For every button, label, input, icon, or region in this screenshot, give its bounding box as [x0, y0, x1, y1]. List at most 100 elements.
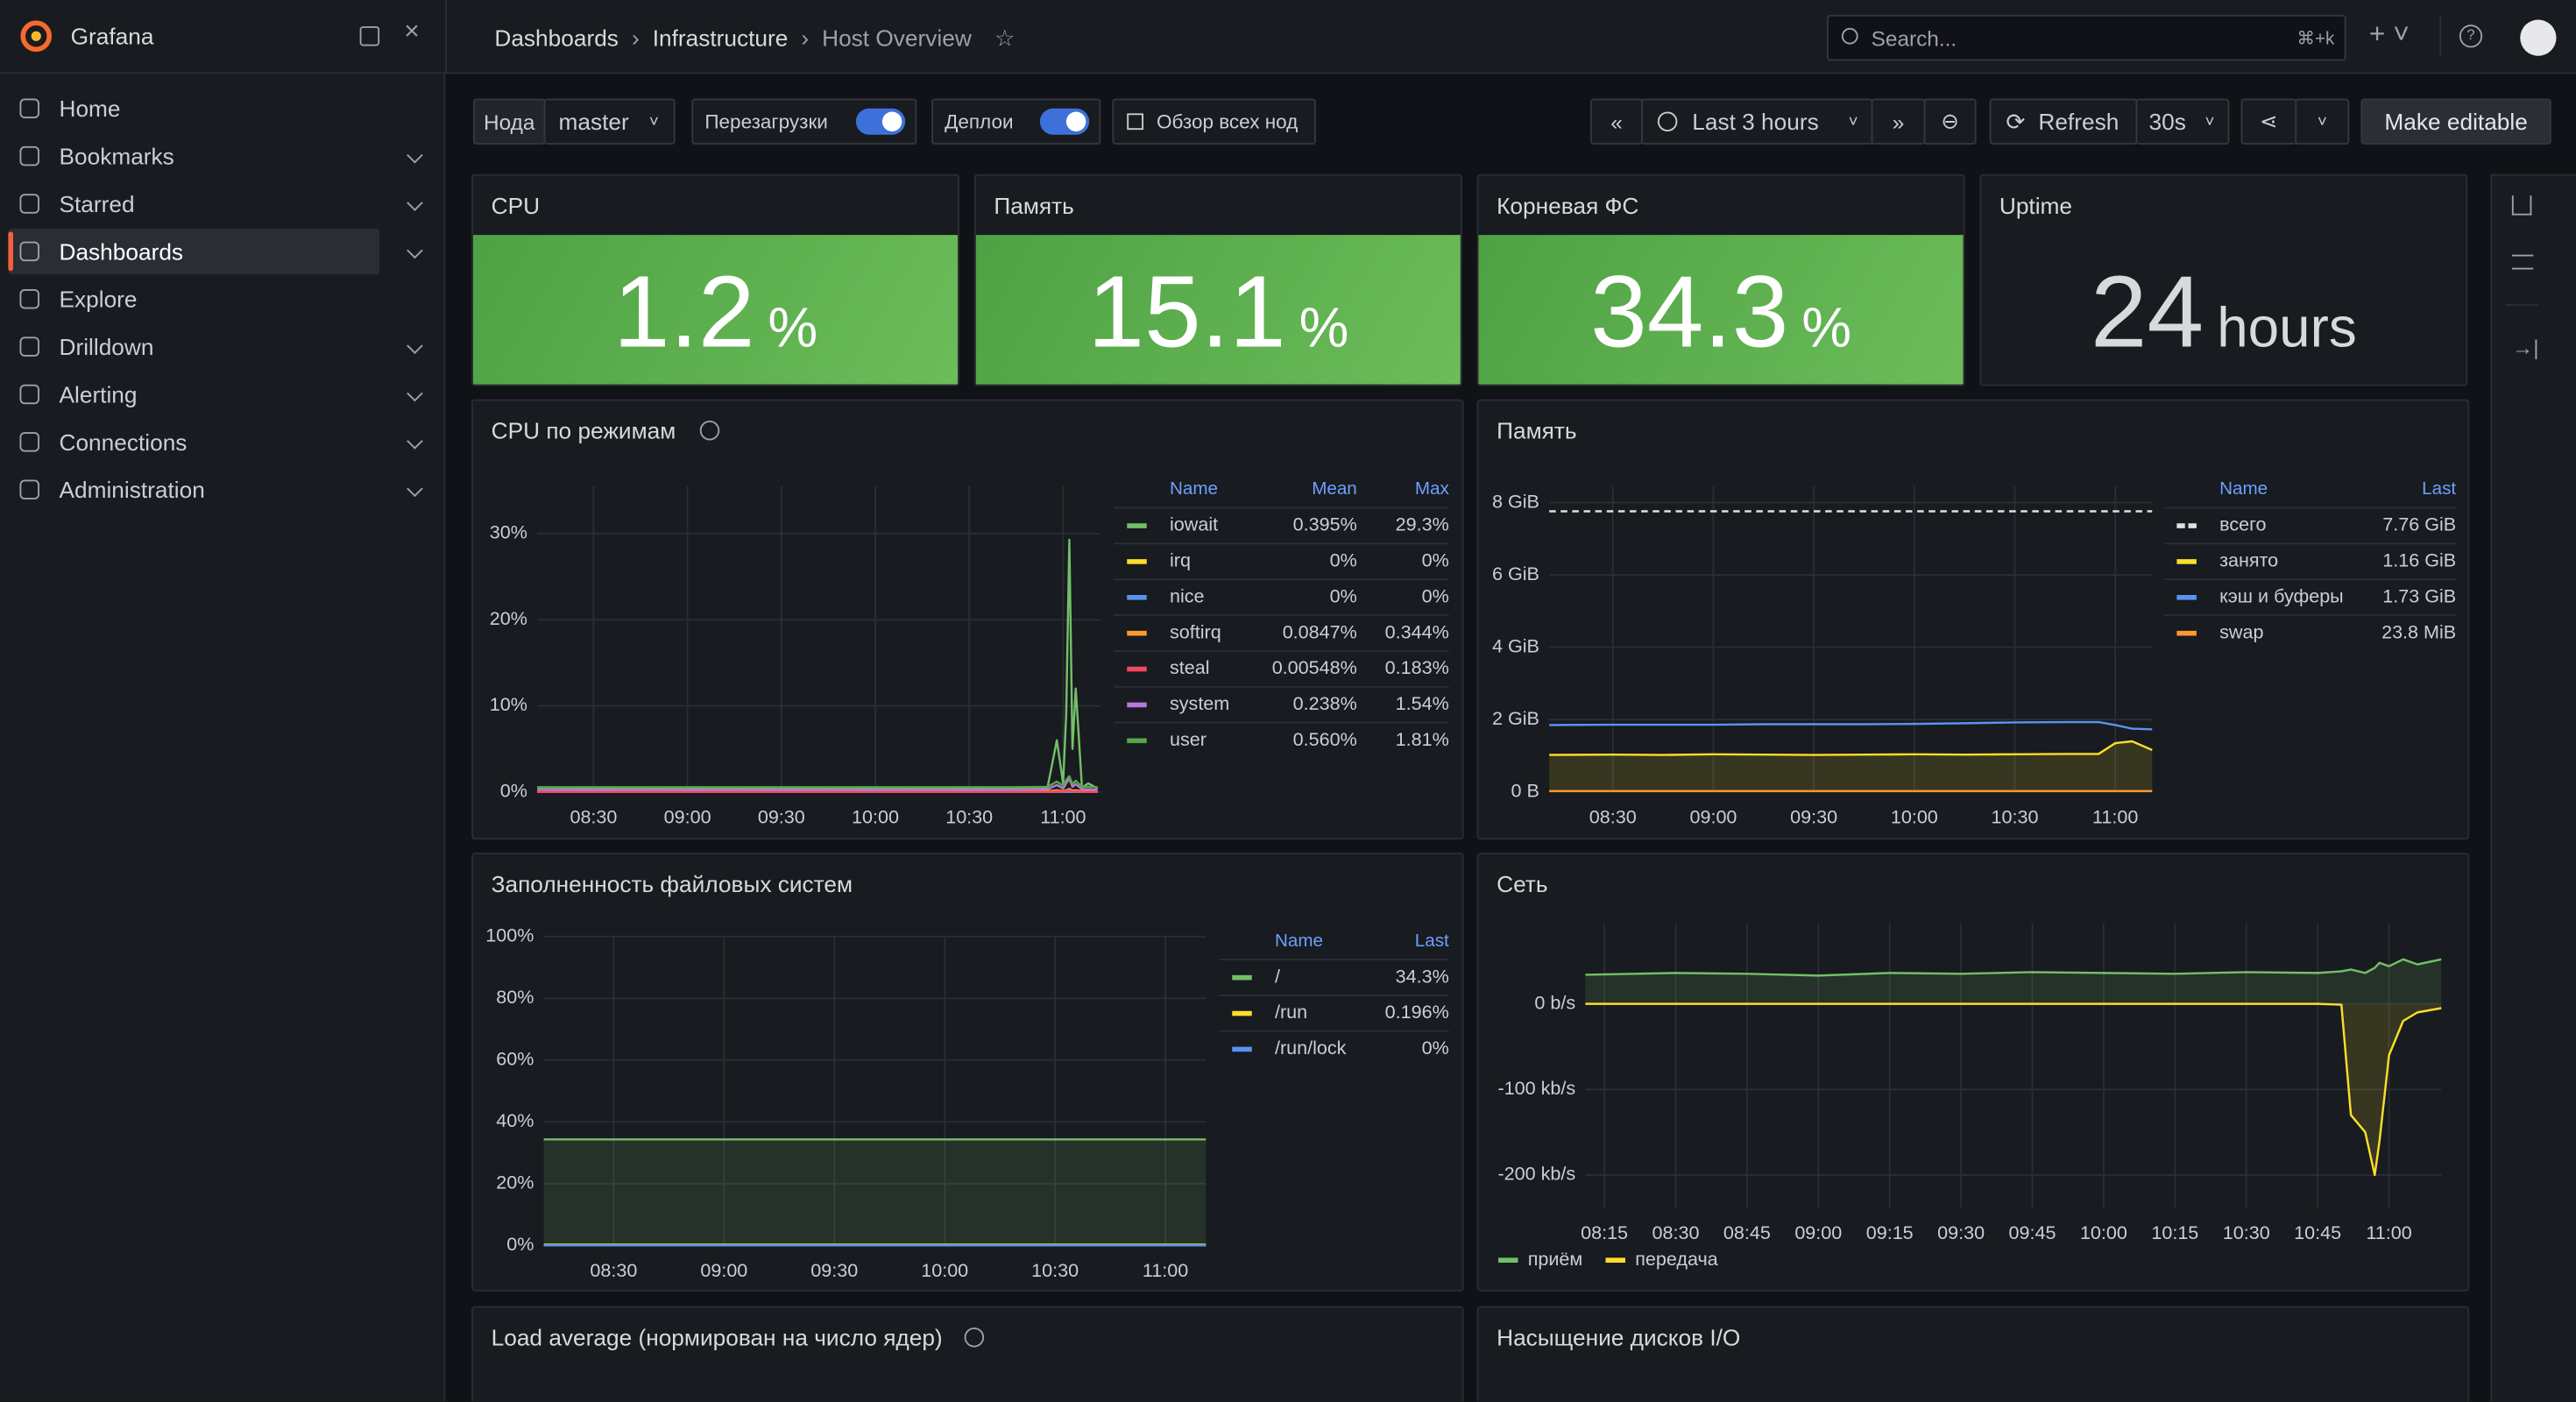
help-button[interactable]: ?	[2459, 25, 2483, 48]
expand[interactable]	[407, 480, 423, 498]
panel-title: Сеть	[1497, 870, 1548, 897]
timeseries-panel: Сеть	[1476, 853, 2470, 1292]
nav-icon	[19, 194, 39, 214]
share-button[interactable]: ⋖	[2240, 98, 2297, 145]
grafana-logo	[20, 20, 53, 53]
time-picker[interactable]: Last 3 hours ˅	[1641, 98, 1873, 145]
breadcrumbs: Dashboards › Infrastructure › Host Overvie…	[494, 25, 1015, 53]
nav-item[interactable]: Dashboards	[8, 228, 380, 275]
timeseries-panel: Память	[1476, 399, 2470, 840]
nav-label: Drilldown	[59, 333, 154, 360]
divider	[445, 0, 447, 74]
label: Перезагрузки	[704, 110, 828, 133]
caret: ˅	[2204, 112, 2215, 131]
nav-icon	[19, 98, 39, 118]
interval-picker[interactable]: 30s ˅	[2135, 98, 2230, 145]
label: Make editable	[2384, 108, 2528, 135]
nav-icon	[19, 289, 39, 309]
search-box[interactable]: Search... ⌘+k	[1827, 14, 2346, 61]
link-button[interactable]: Обзор всех нод	[1112, 98, 1316, 145]
shift-forward[interactable]: »	[1871, 98, 1926, 145]
stat-value: 15.1	[1087, 256, 1286, 370]
expand[interactable]	[407, 195, 423, 211]
panel-title: Память	[994, 192, 1074, 219]
expand[interactable]	[407, 385, 423, 402]
divider	[2439, 16, 2442, 56]
search-shortcut: ⌘+k	[2296, 29, 2335, 50]
avatar[interactable]	[2520, 19, 2557, 56]
add-button[interactable]: + ˅	[2368, 18, 2410, 50]
label: 30s	[2148, 108, 2186, 135]
nav-item[interactable]: Starred	[8, 181, 379, 227]
share-menu[interactable]: ˅	[2295, 98, 2350, 145]
stat-panel: CPU 1.2%	[471, 173, 959, 386]
stat-background: 15.1%	[975, 235, 1461, 385]
stat-unit: %	[1801, 297, 1852, 360]
toggle-control[interactable]: Деплои	[931, 98, 1101, 145]
divider	[2505, 303, 2538, 306]
nav-item[interactable]: Bookmarks	[8, 133, 379, 180]
breadcrumb[interactable]: Dashboards	[494, 25, 619, 52]
search-icon	[1841, 27, 1858, 45]
nav-icon	[19, 336, 39, 357]
nav-item[interactable]: Administration	[8, 467, 379, 513]
panel-title: CPU по режимам	[491, 417, 676, 444]
toggle-control[interactable]: Перезагрузки	[691, 98, 917, 145]
zoom-out[interactable]: ⊖	[1923, 98, 1977, 145]
label: Нода	[484, 109, 535, 134]
caret: ˅	[1848, 112, 1858, 131]
breadcrumb[interactable]: Infrastructure	[652, 25, 789, 52]
nav-label: Connections	[59, 428, 188, 456]
stat-panel: Память 15.1%	[973, 173, 1462, 386]
nav-item[interactable]: Alerting	[8, 372, 379, 418]
icon	[1127, 113, 1143, 131]
variable-label: Нода	[473, 98, 546, 145]
star[interactable]: ☆	[994, 25, 1016, 52]
nav-label: Dashboards	[59, 237, 184, 265]
dock-menu[interactable]	[359, 26, 380, 46]
timeseries-panel: Заполненность файловых систем	[471, 853, 1464, 1292]
right-rail: →|	[2490, 173, 2576, 1402]
close-menu[interactable]: ×	[404, 18, 420, 46]
outline-icon[interactable]	[2511, 254, 2534, 270]
timeseries-panel: Load average (нормирован на число ядер)	[471, 1306, 1464, 1402]
collapse-icon[interactable]: →|	[2511, 335, 2539, 360]
nav-item[interactable]: Home	[8, 86, 379, 132]
label: Обзор всех нод	[1157, 110, 1299, 133]
stat-panel: Uptime 24 hours	[1979, 173, 2468, 386]
stat-unit: hours	[2217, 297, 2357, 360]
stat-panel: Корневая ФС 34.3%	[1476, 173, 1965, 386]
stat-value: 24	[2090, 256, 2204, 370]
nav-label: Explore	[59, 286, 138, 313]
nav-icon	[19, 384, 39, 405]
nav-icon	[19, 145, 39, 166]
stat-unit: %	[768, 297, 818, 360]
breadcrumb-sep: ›	[631, 25, 640, 52]
info-icon[interactable]	[699, 421, 720, 441]
expand[interactable]	[407, 242, 423, 259]
brand: Grafana	[70, 23, 154, 50]
shift-back[interactable]: «	[1590, 98, 1643, 145]
expand[interactable]	[407, 146, 423, 164]
stat-value: 1.2	[612, 256, 755, 370]
caret: ˅	[648, 112, 659, 131]
panel-title: Насыщение дисков I/O	[1497, 1324, 1741, 1351]
sidebar: Home Bookmarks Starred Dashboards Explor…	[0, 74, 446, 1402]
export-icon[interactable]	[2511, 195, 2532, 216]
breadcrumb-sep: ›	[801, 25, 810, 52]
expand[interactable]	[407, 337, 423, 354]
toggle[interactable]	[1039, 108, 1090, 135]
top-bar: Grafana × Dashboards › Infrastructure › Ho…	[0, 0, 2576, 74]
make-editable[interactable]: Make editable	[2360, 98, 2551, 145]
nav-item[interactable]: Connections	[8, 419, 379, 465]
refresh-button[interactable]: ⟳ Refresh	[1989, 98, 2138, 145]
nav-item[interactable]: Drilldown	[8, 323, 379, 370]
variable-select[interactable]: master ˅	[543, 98, 676, 145]
refresh-icon: ⟳	[2006, 107, 2026, 134]
nav-item[interactable]: Explore	[8, 276, 379, 322]
info-icon[interactable]	[964, 1328, 985, 1348]
toggle[interactable]	[855, 108, 906, 135]
expand[interactable]	[407, 433, 423, 450]
